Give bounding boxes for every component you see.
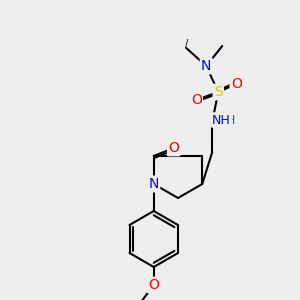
Text: S: S xyxy=(214,85,223,99)
Text: O: O xyxy=(191,93,202,107)
Text: N: N xyxy=(201,59,211,73)
Text: N: N xyxy=(148,177,159,191)
Text: H: H xyxy=(226,113,236,127)
Text: NH: NH xyxy=(212,113,231,127)
Text: O: O xyxy=(148,278,159,292)
Text: O: O xyxy=(168,141,179,155)
Text: /: / xyxy=(184,39,188,49)
Text: O: O xyxy=(231,77,242,91)
